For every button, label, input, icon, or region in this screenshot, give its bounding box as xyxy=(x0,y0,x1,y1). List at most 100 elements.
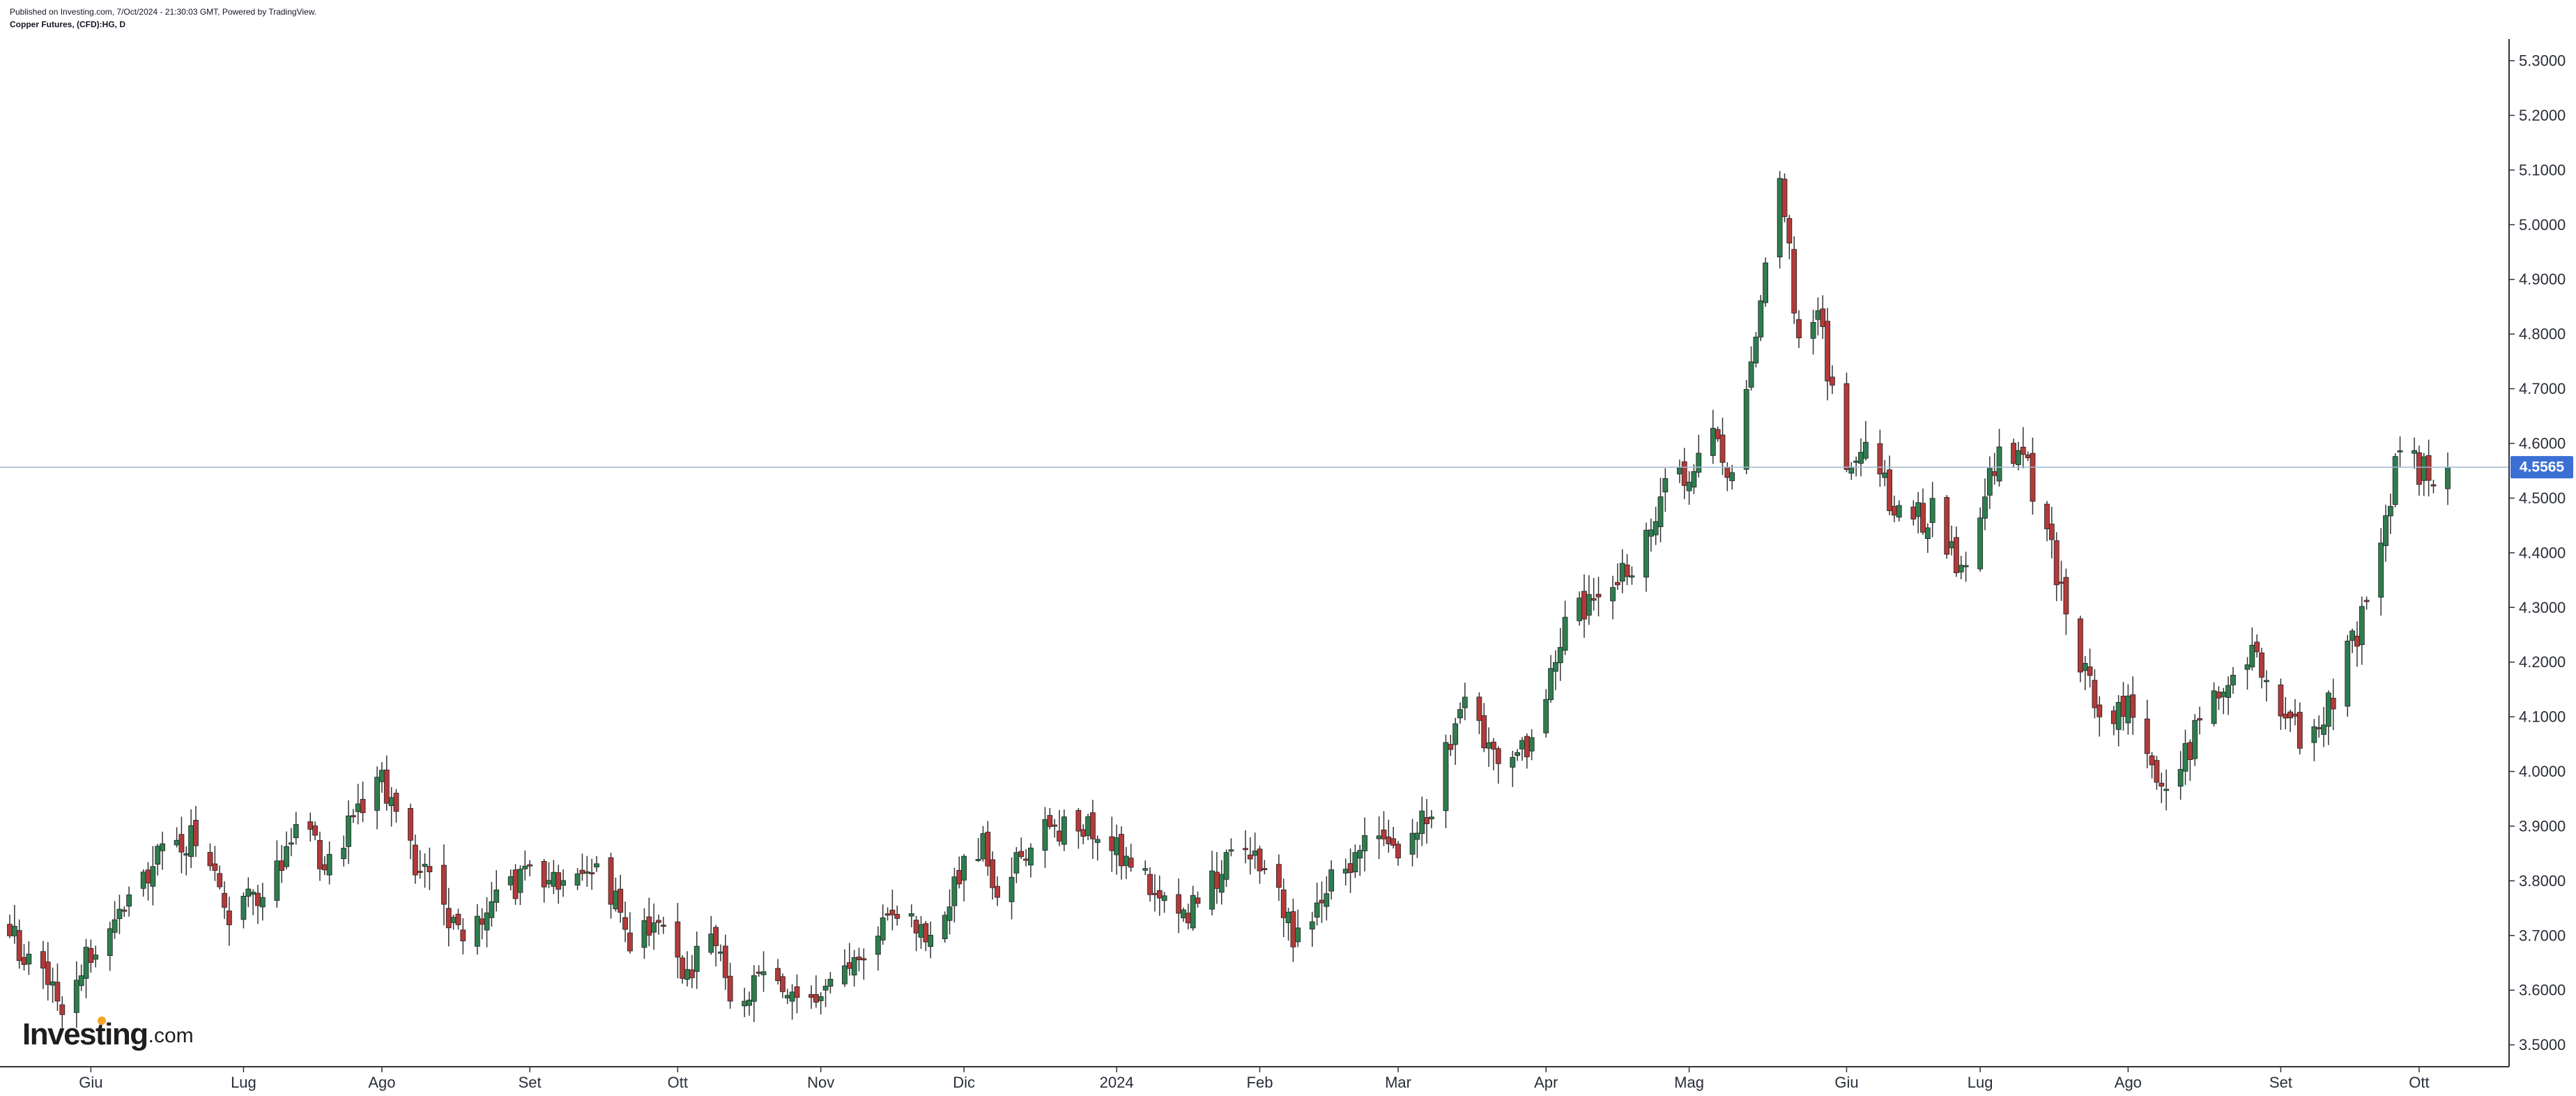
candle xyxy=(1252,832,1258,869)
candle-body xyxy=(727,975,733,1002)
candle-body xyxy=(522,865,528,869)
candle xyxy=(1290,898,1296,962)
candle xyxy=(1557,627,1563,681)
candle xyxy=(1920,488,1926,535)
candle xyxy=(1357,844,1363,876)
candle xyxy=(2249,627,2255,671)
candle-body xyxy=(1018,851,1025,858)
candle-body xyxy=(851,957,857,975)
candle-body xyxy=(608,857,614,905)
candle xyxy=(1892,495,1897,522)
candle-body xyxy=(1610,587,1616,602)
candle-body xyxy=(2016,450,2021,465)
candle-body xyxy=(240,896,247,920)
candle-body xyxy=(1882,472,1888,478)
candle xyxy=(1190,885,1196,931)
candle xyxy=(2115,695,2122,747)
price-tick-label: 3.5000 xyxy=(2519,1036,2566,1053)
candle-body xyxy=(689,969,695,978)
candle-body xyxy=(1295,927,1301,943)
candle-body xyxy=(2249,644,2255,668)
candle-body xyxy=(1691,471,1697,488)
candle xyxy=(1781,173,1788,222)
candle xyxy=(150,846,156,906)
candle xyxy=(522,850,528,881)
price-tick-label: 5.0000 xyxy=(2519,216,2566,234)
candle-body xyxy=(54,982,61,1002)
candle-body xyxy=(1448,744,1454,750)
candle xyxy=(1729,464,1735,490)
candle-body xyxy=(1920,503,1926,533)
candle-body xyxy=(656,920,661,923)
candle xyxy=(2387,494,2393,534)
candle xyxy=(312,821,319,841)
candle-body xyxy=(708,934,714,953)
candle-body xyxy=(1657,496,1664,527)
candle xyxy=(1181,907,1186,922)
candle xyxy=(1882,459,1888,487)
candle xyxy=(2378,528,2384,616)
candle xyxy=(1285,908,1291,941)
candle xyxy=(928,921,934,959)
candle-body xyxy=(222,892,227,908)
candle-body xyxy=(1243,848,1248,851)
candle-body xyxy=(412,844,418,876)
candle-body xyxy=(1843,383,1850,470)
candle-body xyxy=(2211,690,2217,724)
candle-body xyxy=(2354,635,2360,647)
candle xyxy=(1429,809,1434,828)
candle xyxy=(1862,420,1869,461)
candle xyxy=(1247,837,1253,875)
candle-body xyxy=(2430,484,2437,487)
candle xyxy=(1395,841,1401,866)
candle-body xyxy=(1629,575,1635,578)
candle-body xyxy=(274,860,280,901)
candle xyxy=(1280,878,1287,938)
candle-body xyxy=(1949,541,1954,549)
candle xyxy=(455,908,461,930)
candle xyxy=(427,847,433,890)
candle xyxy=(2244,657,2251,690)
candle xyxy=(1042,807,1048,868)
price-tick-label: 3.6000 xyxy=(2519,982,2566,999)
candle-body xyxy=(1042,819,1048,851)
candle-body xyxy=(2078,618,2083,673)
candle-body xyxy=(341,848,347,860)
candle xyxy=(1681,448,1687,499)
candle-body xyxy=(1328,869,1335,892)
candle xyxy=(1275,854,1282,901)
candle-body xyxy=(2263,680,2269,683)
candle-body xyxy=(1858,452,1864,464)
candle xyxy=(961,853,967,901)
candle-body xyxy=(1414,832,1420,840)
candle-body xyxy=(1528,737,1535,752)
candle xyxy=(7,914,13,938)
candle-body xyxy=(2330,697,2336,710)
time-axis[interactable]: Giu Lug Ago Set Ott Nov Dic 2024 Feb Mar Apr Mag Giu… xyxy=(79,1067,2430,1091)
candle xyxy=(1161,892,1167,913)
candle-body xyxy=(26,954,32,965)
candle xyxy=(2359,596,2365,665)
candle xyxy=(613,877,619,912)
candle xyxy=(2278,678,2284,730)
candle-body xyxy=(2087,667,2093,676)
candle xyxy=(1825,307,1830,401)
candle xyxy=(1213,852,1220,904)
candle-body xyxy=(1362,835,1367,851)
candle xyxy=(1218,860,1225,905)
candle xyxy=(527,860,533,877)
price-axis[interactable]: 5.3000 5.2000 5.1000 5.0000 4.9000 4.8000 4.70… xyxy=(2509,52,2566,1054)
candle xyxy=(1758,295,1764,342)
candle-body xyxy=(2125,695,2131,724)
candle-body xyxy=(2216,692,2222,699)
candle-body xyxy=(2159,782,2165,786)
candle-body xyxy=(49,981,56,986)
candle-body xyxy=(1676,467,1682,475)
candle-body xyxy=(1853,460,1860,463)
candle xyxy=(1009,857,1015,920)
candle xyxy=(107,922,113,971)
candle-body xyxy=(985,832,991,867)
candle-body xyxy=(1543,699,1549,733)
candle xyxy=(713,924,719,967)
